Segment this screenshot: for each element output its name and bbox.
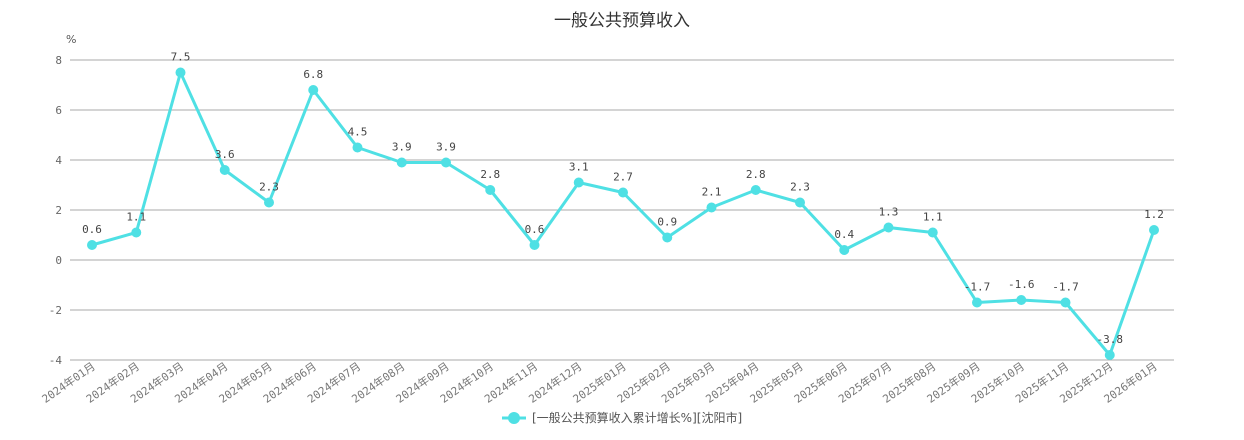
data-point[interactable]	[662, 232, 673, 243]
data-point[interactable]	[927, 227, 938, 238]
data-point[interactable]	[529, 240, 540, 250]
data-point[interactable]	[795, 197, 805, 208]
y-axis-unit: %	[66, 33, 76, 46]
legend-label: [一般公共预算收入累计增长%][沈阳市]	[532, 410, 742, 425]
data-label: 6.8	[303, 68, 323, 81]
data-point[interactable]	[175, 67, 186, 78]
data-point[interactable]	[1016, 295, 1027, 305]
y-tick-label: -2	[49, 304, 62, 317]
y-tick-label: 8	[55, 54, 62, 67]
data-label: -3.8	[1097, 333, 1124, 346]
data-label: 0.4	[834, 228, 854, 241]
data-label: 2.7	[613, 171, 633, 184]
y-tick-label: 6	[55, 104, 62, 117]
y-tick-label: 2	[55, 204, 62, 217]
legend[interactable]: [一般公共预算收入累计增长%][沈阳市]	[502, 410, 742, 425]
series-line	[91, 71, 1156, 357]
data-label: 2.8	[746, 168, 766, 181]
data-point[interactable]	[396, 157, 407, 168]
data-label: 3.9	[436, 141, 456, 154]
data-point[interactable]	[441, 157, 451, 168]
y-tick-label: -4	[49, 354, 63, 367]
data-point[interactable]	[1104, 350, 1115, 360]
data-label: 1.2	[1144, 208, 1164, 221]
chart-title: 一般公共预算收入	[554, 11, 690, 31]
data-label: 0.6	[525, 223, 545, 236]
x-axis-ticks: 2024年01月2024年02月2024年03月2024年04月2024年05月…	[39, 359, 1160, 406]
data-label: 3.6	[215, 148, 235, 161]
data-point[interactable]	[87, 240, 97, 250]
data-label: 4.5	[348, 126, 368, 139]
data-point[interactable]	[485, 185, 496, 195]
grid-lines	[70, 59, 1174, 361]
data-point[interactable]	[839, 245, 850, 255]
data-point[interactable]	[706, 202, 717, 213]
y-tick-label: 4	[55, 154, 62, 167]
data-label: 2.3	[259, 181, 279, 194]
data-label: 2.3	[790, 181, 810, 194]
y-axis-ticks: -4 -2 0 2 4 6 8	[49, 54, 63, 367]
data-point[interactable]	[618, 187, 628, 198]
data-point[interactable]	[308, 85, 319, 95]
y-tick-label: 0	[55, 254, 62, 267]
legend-marker	[508, 412, 520, 424]
data-label: 1.3	[879, 206, 899, 219]
data-point[interactable]	[131, 227, 142, 238]
data-point[interactable]	[750, 185, 761, 195]
data-label: -1.6	[1008, 278, 1035, 291]
data-label: 0.9	[657, 216, 677, 229]
data-label: -1.7	[964, 281, 991, 294]
data-point[interactable]	[972, 297, 982, 308]
data-label: 1.1	[126, 211, 146, 224]
data-point[interactable]	[883, 222, 894, 233]
data-point[interactable]	[573, 177, 584, 188]
data-label: 2.8	[480, 168, 500, 181]
data-point[interactable]	[352, 142, 363, 153]
data-label: 7.5	[171, 51, 191, 64]
series-group: 0.6 1.1 7.5 3.6 2.3 6.8 4.5 3.9 3.9 2.8 0.6 3.1 2.7 0…	[82, 51, 1164, 360]
data-label: 3.1	[569, 161, 589, 174]
data-point[interactable]	[1060, 297, 1071, 308]
data-point[interactable]	[264, 197, 274, 208]
data-point[interactable]	[1149, 225, 1159, 235]
data-label: -1.7	[1052, 281, 1079, 294]
data-label: 0.6	[82, 223, 102, 236]
data-label: 3.9	[392, 141, 412, 154]
data-point[interactable]	[219, 165, 230, 175]
data-label: 1.1	[923, 211, 943, 224]
data-label: 2.1	[702, 186, 722, 199]
